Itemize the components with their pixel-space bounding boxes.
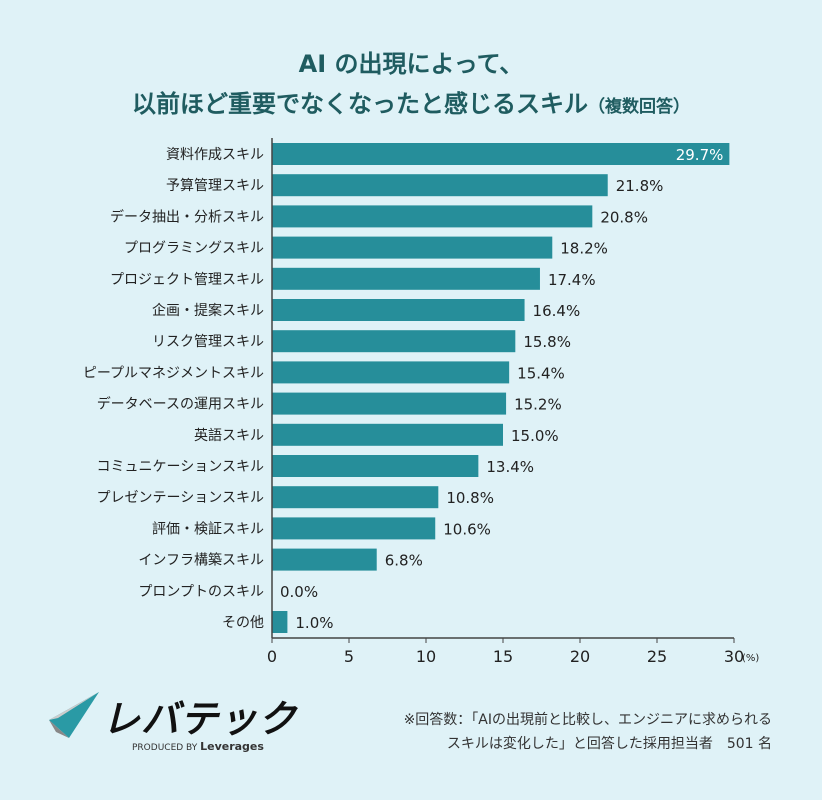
x-tick-label: 20	[570, 647, 590, 666]
data-label: 15.0%	[511, 427, 559, 445]
bar	[272, 330, 516, 353]
data-label: 0.0%	[280, 583, 318, 601]
x-tick-label: 25	[647, 647, 667, 666]
category-label: データ抽出・分析スキル	[110, 208, 264, 225]
x-tick-label: 0	[267, 647, 277, 666]
bar	[272, 205, 593, 228]
category-label: 英語スキル	[194, 427, 264, 444]
data-label: 17.4%	[548, 271, 596, 289]
bar	[272, 548, 377, 571]
bar	[272, 486, 439, 509]
bar	[272, 174, 608, 197]
data-label: 20.8%	[600, 208, 648, 226]
category-label: 企画・提案スキル	[152, 302, 264, 319]
bar	[272, 423, 503, 446]
data-label: 16.4%	[533, 302, 581, 320]
data-label: 6.8%	[385, 552, 423, 570]
chart-subtitle: （複数回答）	[588, 97, 690, 117]
data-label: 10.6%	[443, 520, 491, 538]
category-label: その他	[222, 615, 264, 631]
bar	[272, 392, 507, 415]
data-label: 18.2%	[560, 240, 608, 258]
chart-title-line2: 以前ほど重要でなくなったと感じるスキル（複数回答）	[0, 84, 822, 119]
x-tick-label: 5	[344, 647, 354, 666]
chart-title-line1: AI の出現によって、	[298, 50, 524, 78]
data-label: 15.2%	[514, 396, 562, 414]
category-label: プロジェクト管理スキル	[110, 272, 264, 288]
category-label: プログラミングスキル	[124, 241, 264, 257]
category-label: 資料作成スキル	[166, 147, 264, 163]
x-tick-label: 10	[416, 647, 436, 666]
x-tick-label: 15	[493, 647, 513, 666]
bar	[272, 143, 730, 165]
data-label: 1.0%	[295, 614, 333, 632]
x-unit-label: (%)	[742, 653, 759, 664]
x-tick-label: 30	[724, 647, 744, 666]
bar	[272, 236, 553, 259]
category-label: データベースの運用スキル	[97, 396, 264, 413]
data-label: 21.8%	[616, 177, 664, 195]
category-label: プレゼンテーションスキル	[97, 490, 264, 506]
bar	[272, 611, 288, 633]
chart-title-main: 以前ほど重要でなくなったと感じるスキル	[132, 90, 588, 118]
produced-by-label: PRODUCED BY	[132, 743, 198, 753]
category-label: リスク管理スキル	[152, 334, 264, 350]
produced-by: PRODUCED BY Leverages	[132, 740, 264, 753]
survey-note: ※回答数：「AIの出現前と比較し、エンジニアに求められる スキルは変化した」と回…	[404, 708, 772, 756]
produced-by-brand: Leverages	[200, 740, 264, 753]
logo-text: レバテック	[102, 697, 298, 741]
data-label: 13.4%	[486, 458, 534, 476]
data-label: 10.8%	[446, 489, 494, 507]
survey-note-line2: スキルは変化した」と回答した採用担当者 501 名	[446, 736, 772, 752]
category-label: インフラ構築スキル	[138, 553, 264, 569]
category-label: 評価・検証スキル	[152, 521, 264, 537]
data-label: 29.7%	[676, 146, 724, 164]
survey-note-line1: ※回答数：「AIの出現前と比較し、エンジニアに求められる	[403, 712, 772, 728]
bar	[272, 361, 510, 384]
bar	[272, 267, 540, 290]
category-label: プロンプトのスキル	[138, 584, 264, 600]
bar	[272, 455, 479, 477]
category-label: ピープルマネジメントスキル	[83, 365, 264, 381]
category-label: 予算管理スキル	[166, 178, 264, 194]
data-label: 15.4%	[517, 364, 565, 382]
category-label: コミュニケーションスキル	[97, 459, 264, 475]
bar	[272, 517, 436, 540]
bar-chart: 資料作成スキル 29.7% 予算管理スキル 21.8% データ抽出・分析スキル 20.8%…	[83, 138, 759, 666]
bar	[272, 299, 525, 321]
data-label: 15.8%	[523, 333, 571, 351]
logo-mark-icon	[49, 692, 99, 738]
